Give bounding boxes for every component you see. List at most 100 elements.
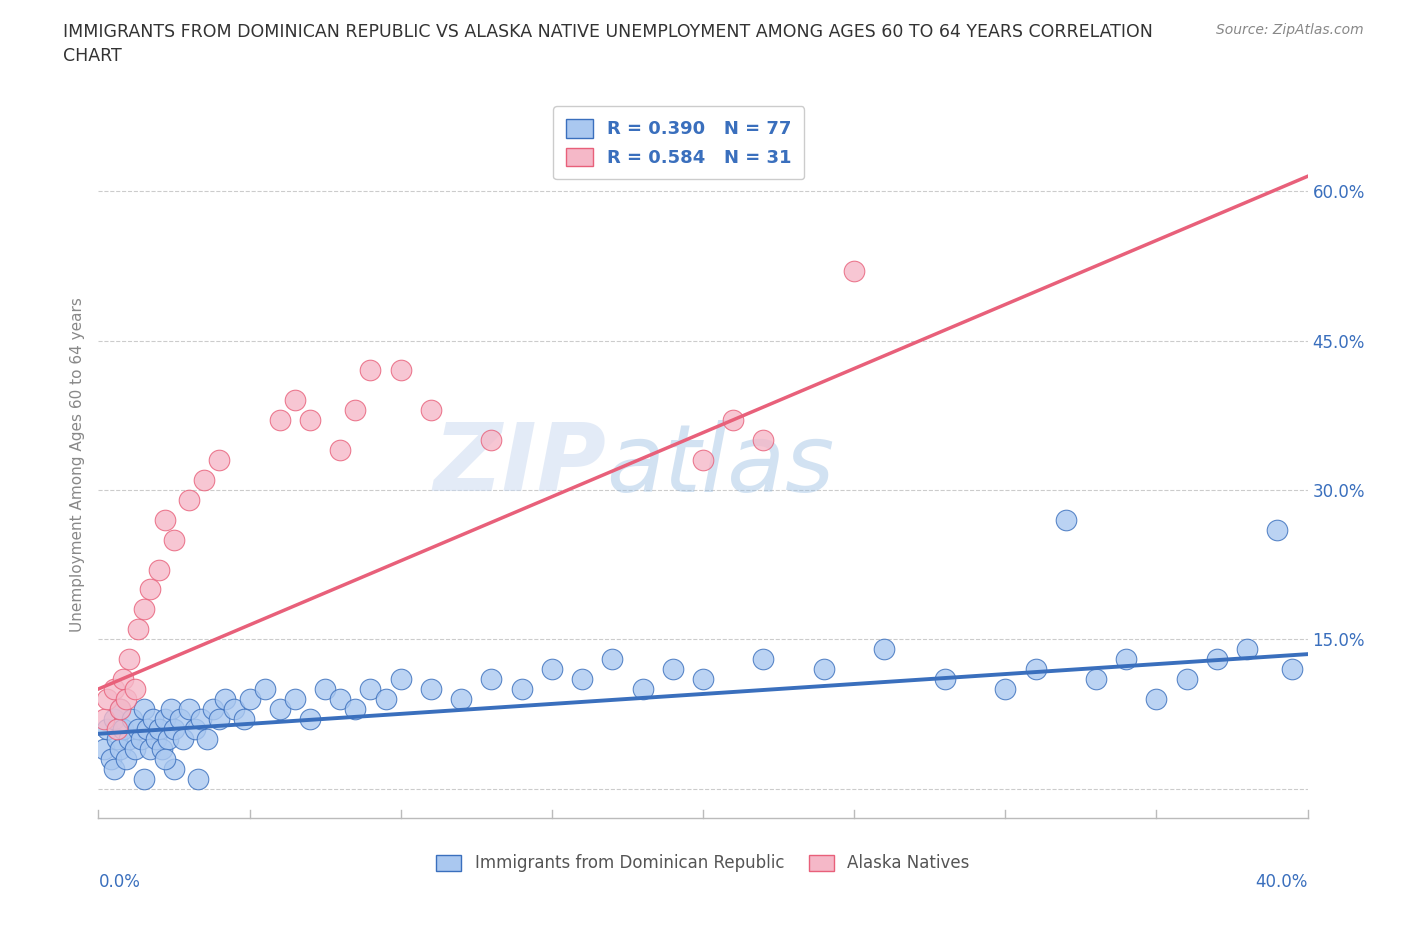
- Point: [752, 652, 775, 667]
- Point: [124, 741, 146, 756]
- Point: [124, 682, 146, 697]
- Point: [1115, 652, 1137, 667]
- Point: [127, 622, 149, 637]
- Point: [1144, 692, 1167, 707]
- Point: [299, 711, 322, 726]
- Point: [360, 682, 382, 697]
- Point: [148, 722, 170, 737]
- Point: [571, 671, 593, 686]
- Point: [163, 532, 186, 547]
- Point: [108, 701, 131, 716]
- Point: [329, 692, 352, 707]
- Point: [389, 671, 412, 686]
- Point: [239, 692, 262, 707]
- Legend: Immigrants from Dominican Republic, Alaska Natives: Immigrants from Dominican Republic, Alas…: [427, 846, 979, 881]
- Point: [420, 403, 443, 418]
- Point: [540, 661, 562, 676]
- Point: [96, 722, 118, 737]
- Point: [934, 671, 956, 686]
- Point: [232, 711, 254, 726]
- Point: [1267, 523, 1289, 538]
- Point: [1054, 512, 1077, 527]
- Point: [208, 453, 231, 468]
- Point: [114, 751, 136, 766]
- Point: [269, 701, 291, 716]
- Point: [195, 731, 218, 746]
- Point: [314, 682, 336, 697]
- Point: [813, 661, 835, 676]
- Point: [374, 692, 396, 707]
- Point: [96, 692, 118, 707]
- Point: [156, 731, 179, 746]
- Point: [873, 642, 896, 657]
- Point: [179, 492, 201, 507]
- Point: [389, 363, 412, 378]
- Point: [118, 731, 141, 746]
- Point: [108, 741, 131, 756]
- Point: [114, 692, 136, 707]
- Text: 40.0%: 40.0%: [1256, 873, 1308, 891]
- Point: [360, 363, 382, 378]
- Point: [1236, 642, 1258, 657]
- Point: [139, 741, 162, 756]
- Point: [103, 761, 125, 776]
- Point: [450, 692, 472, 707]
- Point: [153, 751, 176, 766]
- Text: 0.0%: 0.0%: [98, 873, 141, 891]
- Point: [179, 701, 201, 716]
- Point: [103, 682, 125, 697]
- Point: [150, 741, 173, 756]
- Point: [118, 652, 141, 667]
- Point: [631, 682, 654, 697]
- Point: [1085, 671, 1108, 686]
- Point: [111, 671, 134, 686]
- Point: [163, 761, 186, 776]
- Point: [692, 671, 714, 686]
- Point: [148, 562, 170, 577]
- Point: [253, 682, 276, 697]
- Text: ZIP: ZIP: [433, 419, 606, 511]
- Point: [1024, 661, 1046, 676]
- Point: [93, 741, 115, 756]
- Point: [602, 652, 624, 667]
- Point: [1206, 652, 1229, 667]
- Point: [844, 263, 866, 278]
- Point: [1281, 661, 1303, 676]
- Point: [723, 413, 745, 428]
- Point: [184, 722, 207, 737]
- Point: [752, 432, 775, 447]
- Point: [481, 432, 503, 447]
- Point: [111, 722, 134, 737]
- Point: [208, 711, 231, 726]
- Point: [142, 711, 165, 726]
- Point: [420, 682, 443, 697]
- Point: [105, 731, 128, 746]
- Point: [153, 711, 176, 726]
- Point: [269, 413, 291, 428]
- Point: [100, 751, 122, 766]
- Point: [160, 701, 183, 716]
- Point: [1175, 671, 1198, 686]
- Point: [481, 671, 503, 686]
- Point: [344, 701, 367, 716]
- Point: [127, 722, 149, 737]
- Point: [129, 731, 152, 746]
- Point: [132, 701, 155, 716]
- Point: [284, 692, 307, 707]
- Point: [193, 472, 215, 487]
- Text: IMMIGRANTS FROM DOMINICAN REPUBLIC VS ALASKA NATIVE UNEMPLOYMENT AMONG AGES 60 T: IMMIGRANTS FROM DOMINICAN REPUBLIC VS AL…: [63, 23, 1153, 65]
- Point: [135, 722, 157, 737]
- Point: [153, 512, 176, 527]
- Point: [284, 392, 307, 407]
- Point: [132, 771, 155, 786]
- Text: atlas: atlas: [606, 419, 835, 511]
- Point: [692, 453, 714, 468]
- Point: [510, 682, 533, 697]
- Point: [224, 701, 246, 716]
- Point: [214, 692, 236, 707]
- Point: [344, 403, 367, 418]
- Point: [121, 711, 143, 726]
- Point: [103, 711, 125, 726]
- Point: [163, 722, 186, 737]
- Point: [190, 711, 212, 726]
